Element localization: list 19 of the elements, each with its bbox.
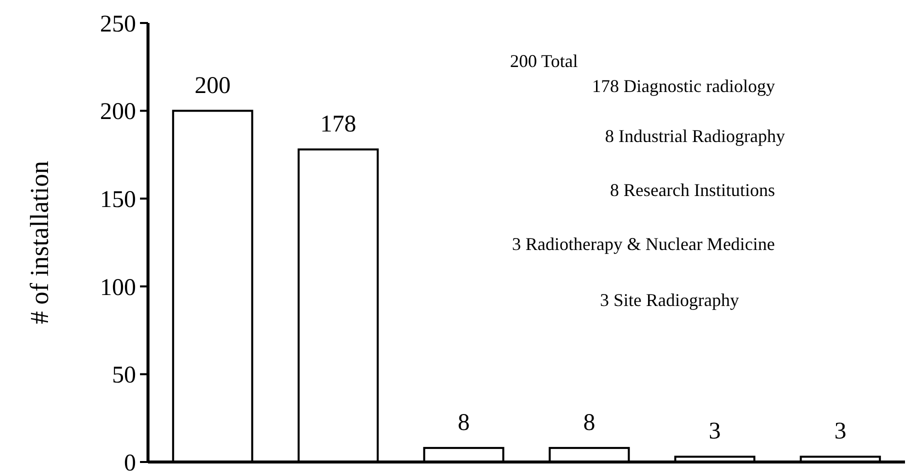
annotation: 178 Diagnostic radiology [592, 76, 775, 96]
annotation: 3 Site Radiography [600, 290, 739, 310]
y-tick-label: 100 [100, 274, 136, 301]
annotation: 8 Industrial Radiography [605, 126, 785, 146]
data-label: 8 [458, 410, 470, 436]
y-tick-label: 0 [124, 450, 136, 472]
y-tick-label: 200 [100, 99, 136, 126]
annotation: 200 Total [510, 51, 578, 71]
data-label: 3 [708, 418, 721, 445]
annotation: 8 Research Institutions [610, 180, 775, 200]
data-label: 8 [583, 410, 596, 436]
y-tick-label: 50 [112, 362, 136, 389]
y-tick-label: 150 [100, 187, 136, 213]
data-label: 200 [194, 72, 231, 99]
data-label: 178 [320, 111, 356, 138]
data-label: 3 [834, 418, 846, 445]
annotation: 3 Radiotherapy & Nuclear Medicine [512, 234, 775, 254]
y-axis-title: # of installation [25, 160, 54, 324]
y-tick-label: 250 [100, 11, 136, 38]
